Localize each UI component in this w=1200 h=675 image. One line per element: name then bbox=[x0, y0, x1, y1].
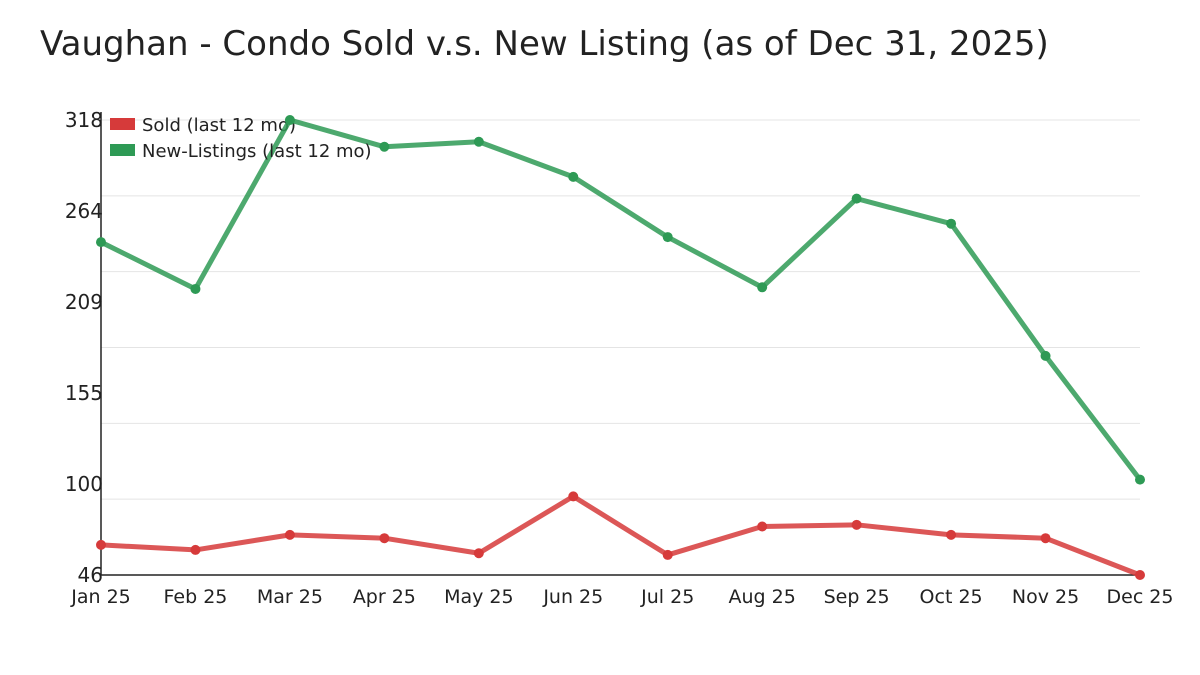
data-point bbox=[284, 115, 295, 125]
data-point bbox=[662, 232, 673, 243]
x-tick-label: Jan 25 bbox=[70, 586, 131, 608]
x-tick-label: Dec 25 bbox=[1107, 586, 1174, 608]
x-tick-label: Jul 25 bbox=[640, 586, 694, 608]
x-tick-label: Sep 25 bbox=[824, 586, 890, 608]
y-tick-label: 264 bbox=[65, 199, 103, 223]
x-tick-label: Feb 25 bbox=[164, 586, 228, 608]
legend-swatch bbox=[110, 144, 135, 156]
data-point bbox=[1040, 350, 1051, 361]
x-tick-label: Mar 25 bbox=[257, 586, 323, 608]
y-tick-label: 209 bbox=[65, 290, 103, 314]
data-point bbox=[662, 549, 673, 560]
legend-swatch bbox=[110, 118, 135, 130]
y-tick-label: 46 bbox=[78, 563, 103, 587]
x-tick-label: Oct 25 bbox=[920, 586, 983, 608]
series-line-new-listings bbox=[99, 117, 1142, 482]
x-tick-label: May 25 bbox=[444, 586, 514, 608]
x-tick-label: Nov 25 bbox=[1012, 586, 1079, 608]
chart-title: Vaughan - Condo Sold v.s. New Listing (a… bbox=[40, 24, 1049, 64]
data-point bbox=[190, 544, 201, 555]
x-tick-label: Jun 25 bbox=[542, 586, 603, 608]
data-point bbox=[851, 519, 862, 530]
legend-label: New-Listings (last 12 mo) bbox=[142, 141, 372, 162]
data-point bbox=[757, 282, 768, 293]
y-tick-label: 100 bbox=[65, 472, 103, 496]
data-point bbox=[946, 218, 957, 229]
data-point bbox=[379, 141, 390, 152]
data-point bbox=[1040, 533, 1051, 544]
data-point bbox=[473, 136, 484, 147]
data-point bbox=[473, 548, 484, 559]
x-tick-label: Apr 25 bbox=[353, 586, 416, 608]
data-point bbox=[946, 529, 957, 540]
y-tick-label: 155 bbox=[65, 381, 103, 405]
data-point bbox=[851, 193, 862, 204]
x-tick-label: Aug 25 bbox=[729, 586, 796, 608]
y-tick-label: 318 bbox=[65, 108, 103, 132]
legend-label: Sold (last 12 mo) bbox=[142, 115, 296, 136]
data-point bbox=[757, 521, 768, 532]
data-point bbox=[190, 283, 201, 294]
data-point bbox=[96, 539, 106, 550]
series-line-sold bbox=[100, 493, 1141, 578]
data-point bbox=[96, 237, 106, 248]
data-point bbox=[1135, 474, 1145, 485]
data-point bbox=[379, 533, 390, 544]
data-point bbox=[284, 529, 295, 540]
data-point bbox=[568, 171, 579, 182]
data-point bbox=[1135, 570, 1145, 580]
data-point bbox=[568, 491, 579, 502]
